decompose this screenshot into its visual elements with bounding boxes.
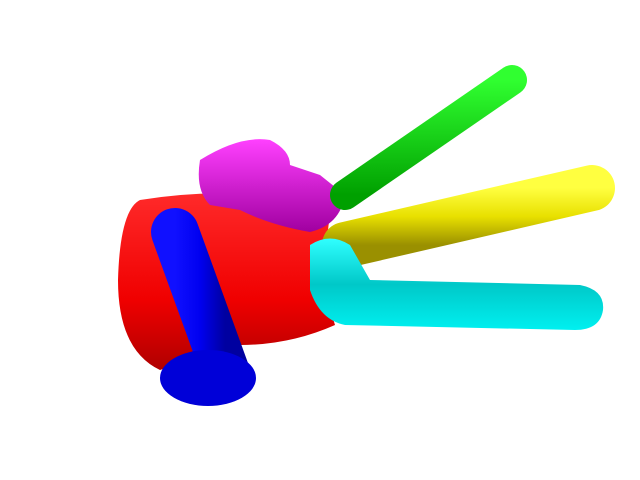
little-finger (310, 238, 604, 330)
index-finger (198, 139, 345, 232)
ring-finger (322, 165, 615, 268)
thumb (151, 208, 256, 406)
middle-finger (330, 65, 527, 210)
